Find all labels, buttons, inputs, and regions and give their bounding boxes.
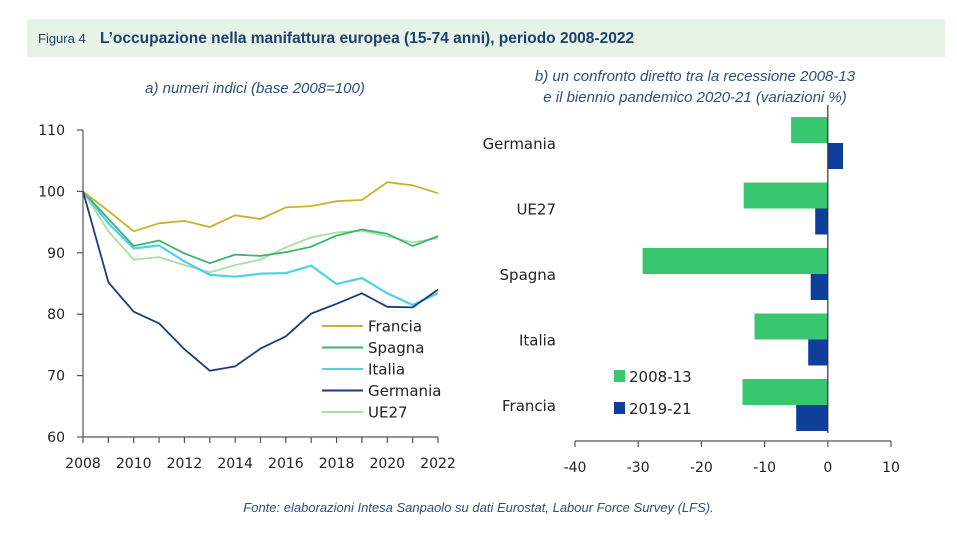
legend-label: Spagna [368,339,424,357]
figure-title-text: L’occupazione nella manifattura europea … [100,30,635,47]
x-tick-label: 2014 [217,456,253,472]
category-label: UE27 [516,201,556,219]
bar-italia-2008-13 [754,313,828,340]
figure-title: Figura 4 L’occupazione nella manifattura… [38,30,634,48]
legend-swatch-2008-13 [614,370,625,382]
x-tick-label: 2012 [167,456,203,472]
legend-label: 2019-21 [629,400,692,418]
bar-ue27-2019-21 [815,208,828,235]
bar-germania-2008-13 [791,117,828,143]
category-label: Italia [519,332,556,350]
x-tick-label: -40 [564,460,587,476]
source-note: Fonte: elaborazioni Intesa Sanpaolo su d… [243,500,714,515]
line-chart-title: a) numeri indici (base 2008=100) [145,80,365,97]
bar-italia-2019-21 [808,339,828,366]
category-label: Germania [483,135,556,153]
bar-spagna-2019-21 [810,274,828,300]
bar-spagna-2008-13 [642,248,828,274]
y-tick-label: 60 [47,430,65,446]
x-tick-label: -10 [753,460,776,476]
line-series-italia [82,190,439,307]
legend-label: 2008-13 [629,368,692,386]
y-tick-label: 70 [47,369,65,385]
x-tick-label: -20 [690,460,713,476]
y-tick-label: 100 [38,184,65,200]
x-tick-label: 2022 [420,456,456,472]
figure-header-band [27,19,945,57]
legend-label: Germania [368,382,441,400]
x-tick-label: 2018 [319,456,355,472]
line-chart: 60 70 80 90 100 110 2008 2010 2012 2014 2016 2018 20… [38,123,456,472]
bar-chart-legend: 2008-13 2019-21 [614,368,692,418]
x-tick-label: 2020 [369,456,405,472]
bar-ue27-2008-13 [743,182,828,209]
x-tick-label: 10 [882,460,900,476]
x-tick-label: 2010 [116,456,152,472]
bar-francia-2019-21 [796,405,828,431]
line-series-francia [82,181,439,233]
y-tick-label: 110 [38,123,65,139]
y-tick-label: 90 [47,246,65,262]
bar-francia-2008-13 [742,379,828,405]
bar-chart-title: b) un confronto diretto tra la recession… [470,66,920,108]
x-tick-label: -30 [627,460,650,476]
y-tick-label: 80 [47,307,65,323]
figure-number: Figura 4 [38,31,86,46]
x-tick-label: 2016 [268,456,304,472]
bar-chart: -40 -30 -20 -10 0 10 Germania UE27 Spagna Italia F… [483,105,900,476]
legend-label: Francia [368,318,422,336]
legend-label: Italia [368,361,405,379]
line-series-germania [82,191,439,372]
legend-label: UE27 [368,404,408,422]
bar-chart-title-line-1: b) un confronto diretto tra la recession… [534,68,856,85]
category-label: Spagna [500,266,556,284]
bar-chart-title-line-2: e il biennio pandemico 2020-21 (variazio… [543,89,847,106]
line-series-ue27 [82,190,439,274]
x-tick-label: 0 [823,460,832,476]
category-label: Francia [502,397,556,415]
line-series-spagna [82,190,439,265]
legend-swatch-2019-21 [614,402,625,414]
line-chart-legend: Francia Spagna Italia Germania UE27 [322,318,441,422]
x-tick-label: 2008 [65,456,101,472]
bar-germania-2019-21 [827,143,843,169]
